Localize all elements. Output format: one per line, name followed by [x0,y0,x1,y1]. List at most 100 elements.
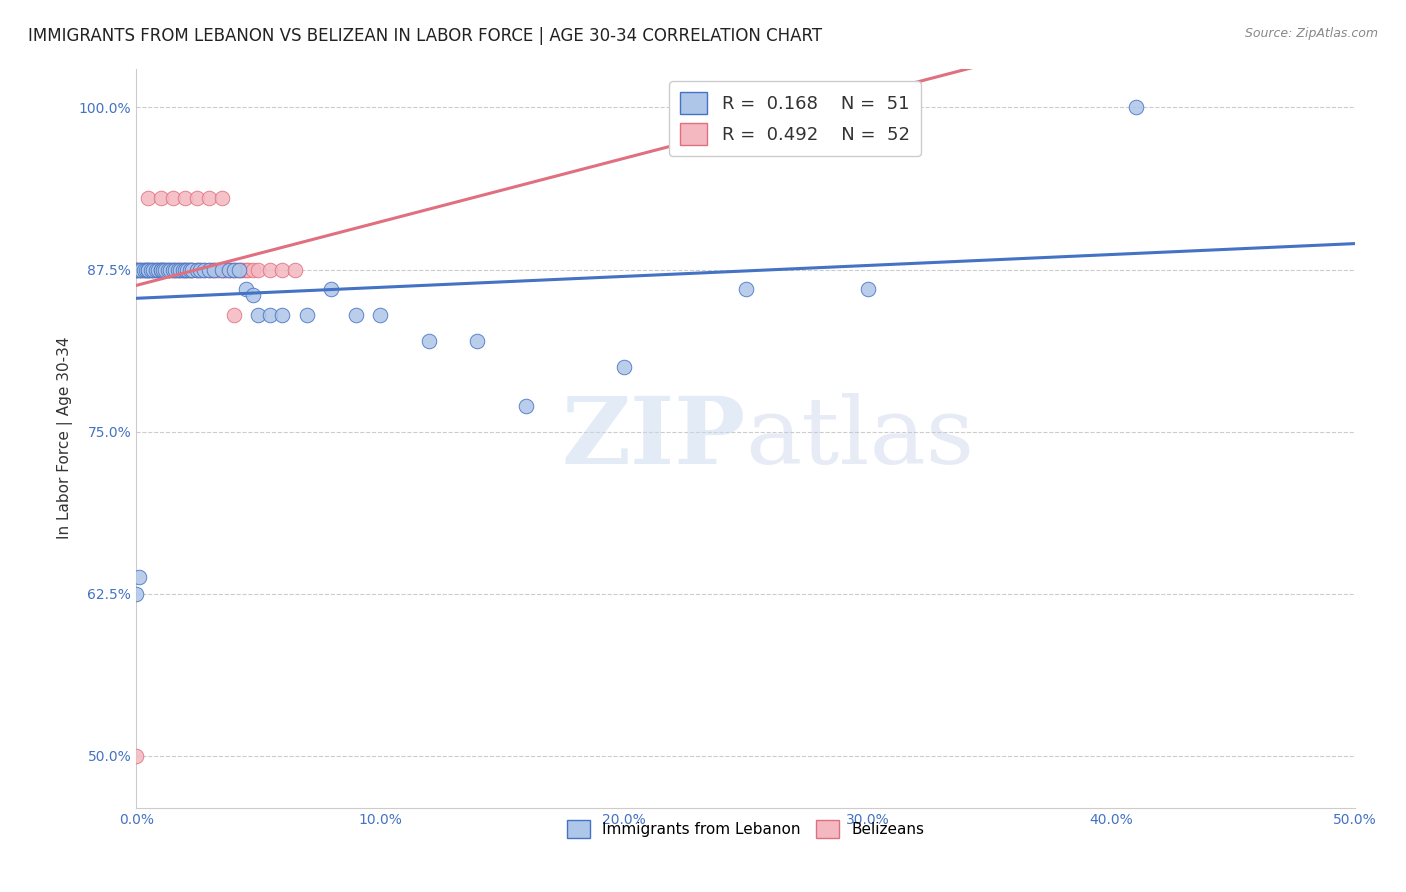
Point [125,262,148,277]
Text: Source: ZipAtlas.com: Source: ZipAtlas.com [1244,27,1378,40]
Point [132,262,155,277]
Point [149,262,172,277]
Point [165,262,187,277]
Point [152,262,174,277]
Point [142,262,165,277]
Point [179,262,201,277]
Point [156,262,179,277]
Point [193,262,215,277]
Point [135,262,157,277]
Point [235,262,257,277]
Point [172,262,194,277]
Point [159,262,181,277]
Y-axis label: In Labor Force | Age 30-34: In Labor Force | Age 30-34 [58,337,73,540]
Point [321,282,343,296]
Point [613,359,636,374]
Point [128,262,150,277]
Point [139,262,162,277]
Point [242,288,264,302]
Point [174,191,197,205]
Point [156,262,179,277]
Point [139,262,162,277]
Point [856,282,879,296]
Point [128,570,150,584]
Point [271,308,294,322]
Point [295,308,318,322]
Point [284,262,307,277]
Point [247,262,270,277]
Point [198,262,221,277]
Text: atlas: atlas [745,393,974,483]
Point [162,262,184,277]
Point [165,262,187,277]
Point [188,262,211,277]
Point [211,262,233,277]
Point [162,262,184,277]
Point [271,262,294,277]
Point [152,262,174,277]
Point [146,262,169,277]
Point [215,262,238,277]
Point [232,262,254,277]
Point [174,262,197,277]
Point [172,262,194,277]
Point [125,748,148,763]
Point [169,262,191,277]
Point [212,262,235,277]
Point [138,262,160,277]
Point [145,262,167,277]
Point [186,262,208,277]
Point [205,262,228,277]
Point [149,262,172,277]
Point [146,262,169,277]
Legend: Immigrants from Lebanon, Belizeans: Immigrants from Lebanon, Belizeans [561,814,931,845]
Text: ZIP: ZIP [561,393,745,483]
Point [149,262,172,277]
Point [181,262,204,277]
Point [201,262,224,277]
Point [211,262,233,277]
Point [222,262,245,277]
Point [159,262,181,277]
Point [238,262,260,277]
Point [734,282,756,296]
Point [247,308,270,322]
Point [132,262,155,277]
Point [186,191,208,205]
Point [128,262,150,277]
Point [218,262,240,277]
Point [155,262,177,277]
Point [344,308,367,322]
Point [181,262,204,277]
Point [1125,100,1147,114]
Point [418,334,440,348]
Point [176,262,198,277]
Point [125,262,148,277]
Point [202,262,225,277]
Point [129,262,152,277]
Point [368,308,391,322]
Point [125,587,148,601]
Point [228,262,250,277]
Point [174,262,197,277]
Point [202,262,225,277]
Point [138,191,160,205]
Point [129,262,152,277]
Point [125,262,148,277]
Point [176,262,198,277]
Point [186,262,208,277]
Point [259,308,281,322]
Point [193,262,215,277]
Text: IMMIGRANTS FROM LEBANON VS BELIZEAN IN LABOR FORCE | AGE 30-34 CORRELATION CHART: IMMIGRANTS FROM LEBANON VS BELIZEAN IN L… [28,27,823,45]
Point [208,262,231,277]
Point [125,262,148,277]
Point [149,191,172,205]
Point [242,262,264,277]
Point [145,262,167,277]
Point [162,191,184,205]
Point [179,262,201,277]
Point [222,308,245,322]
Point [218,262,240,277]
Point [229,262,252,277]
Point [138,262,160,277]
